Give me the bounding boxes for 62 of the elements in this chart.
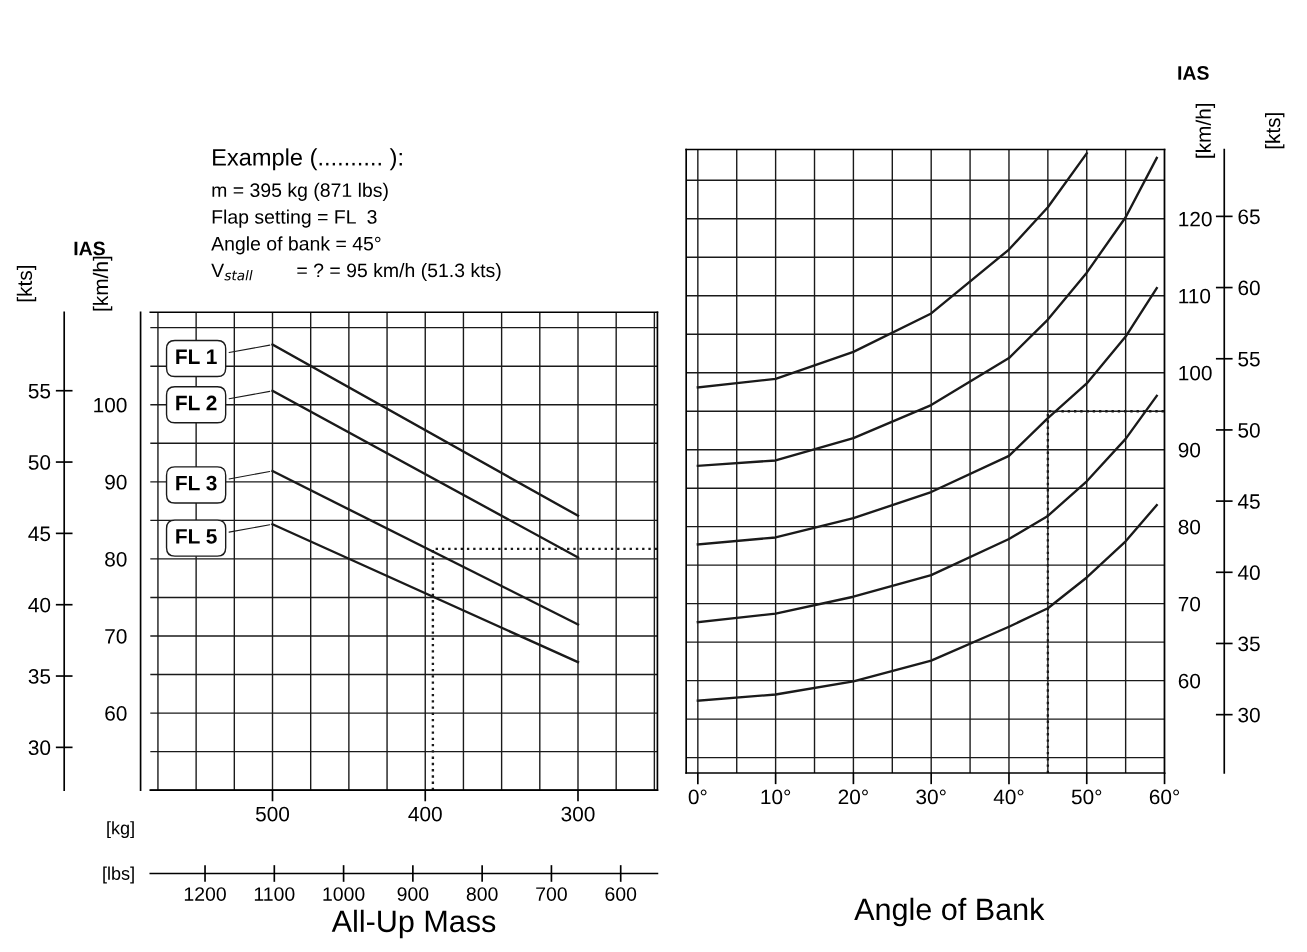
y2-axis-title: [kts] [16, 265, 37, 302]
y2-tick-label: 30 [28, 740, 51, 756]
text: Angle of bank = 45° [211, 236, 381, 255]
x2-tick-label: 1200 [184, 887, 226, 901]
text: IAS [1178, 66, 1209, 80]
x-tick-label: 10° [761, 789, 791, 805]
y2-tick-label: 45 [28, 526, 51, 542]
y-tick-label: 90 [105, 474, 127, 490]
y2-axis-title: [kts] [1264, 113, 1285, 149]
x-tick-label: 40° [993, 789, 1024, 805]
y2-tick-label: 30 [1238, 707, 1260, 723]
y2-tick-label: 50 [28, 455, 51, 470]
y-tick-label: 110 [1179, 288, 1211, 304]
x-axis-title: [kg] [107, 821, 134, 839]
y2-tick-label: 35 [28, 669, 51, 684]
legend-label: FL 5 [176, 529, 217, 544]
x2-tick-label: 800 [466, 887, 498, 901]
x-tick-label: 50° [1071, 789, 1102, 805]
y2-tick-label: 35 [1238, 636, 1260, 652]
x-tick-label: 60° [1149, 789, 1180, 805]
y-tick-label: 90 [1178, 442, 1201, 458]
legend-label: FL 2 [176, 395, 217, 411]
x2-tick-label: 600 [605, 887, 637, 901]
y2-tick-label: 55 [1238, 351, 1260, 367]
x-tick-label: 400 [408, 806, 442, 822]
y-tick-label: 120 [1179, 211, 1212, 227]
y2-tick-label: 55 [28, 383, 51, 399]
x2-tick-label: 1000 [323, 887, 365, 901]
x2-tick-label: 900 [397, 887, 429, 901]
y2-tick-label: 60 [1238, 280, 1260, 296]
y-tick-label: 60 [105, 706, 127, 721]
y2-tick-label: 40 [1237, 565, 1260, 581]
x2-tick-label: 700 [536, 887, 567, 901]
text: m = 395 kg (871 lbs) [212, 182, 388, 201]
y-tick-label: 100 [94, 397, 127, 413]
x2-tick-label: 1100 [254, 887, 295, 901]
x-tick-label: 0° [688, 789, 707, 805]
text: V$_{stall}$ = ? = 95 km/h (51.3 kts) [211, 262, 501, 282]
y-tick-label: 60 [1178, 673, 1201, 689]
x-tick-label: 300 [561, 806, 595, 822]
text: IAS [74, 241, 105, 256]
x-tick-label: 500 [255, 806, 290, 822]
y-tick-label: 70 [105, 629, 127, 644]
text: Flap setting = FL 3 [212, 209, 377, 228]
y-axis-title: [km/h] [1195, 103, 1216, 158]
text: Example (.......... ): [213, 148, 402, 171]
legend-label: FL 3 [176, 475, 217, 491]
y2-tick-label: 40 [28, 597, 51, 613]
y-tick-label: 70 [1178, 596, 1201, 612]
y-tick-label: 100 [1179, 365, 1212, 381]
y-tick-label: 80 [1178, 519, 1201, 535]
x-tick-label: 20° [838, 789, 868, 805]
y2-tick-label: 65 [1238, 209, 1260, 225]
y2-tick-label: 50 [1238, 422, 1260, 438]
x2-axis-title: [lbs] [103, 866, 134, 884]
y-axis-title: [km/h] [92, 256, 113, 311]
x-tick-label: 30° [916, 789, 946, 805]
legend-label: FL 1 [176, 349, 217, 364]
y-tick-label: 80 [105, 551, 127, 567]
y2-tick-label: 45 [1237, 494, 1260, 509]
text: All-Up Mass [331, 909, 496, 939]
x-axis-title: Angle of Bank [854, 897, 1045, 927]
